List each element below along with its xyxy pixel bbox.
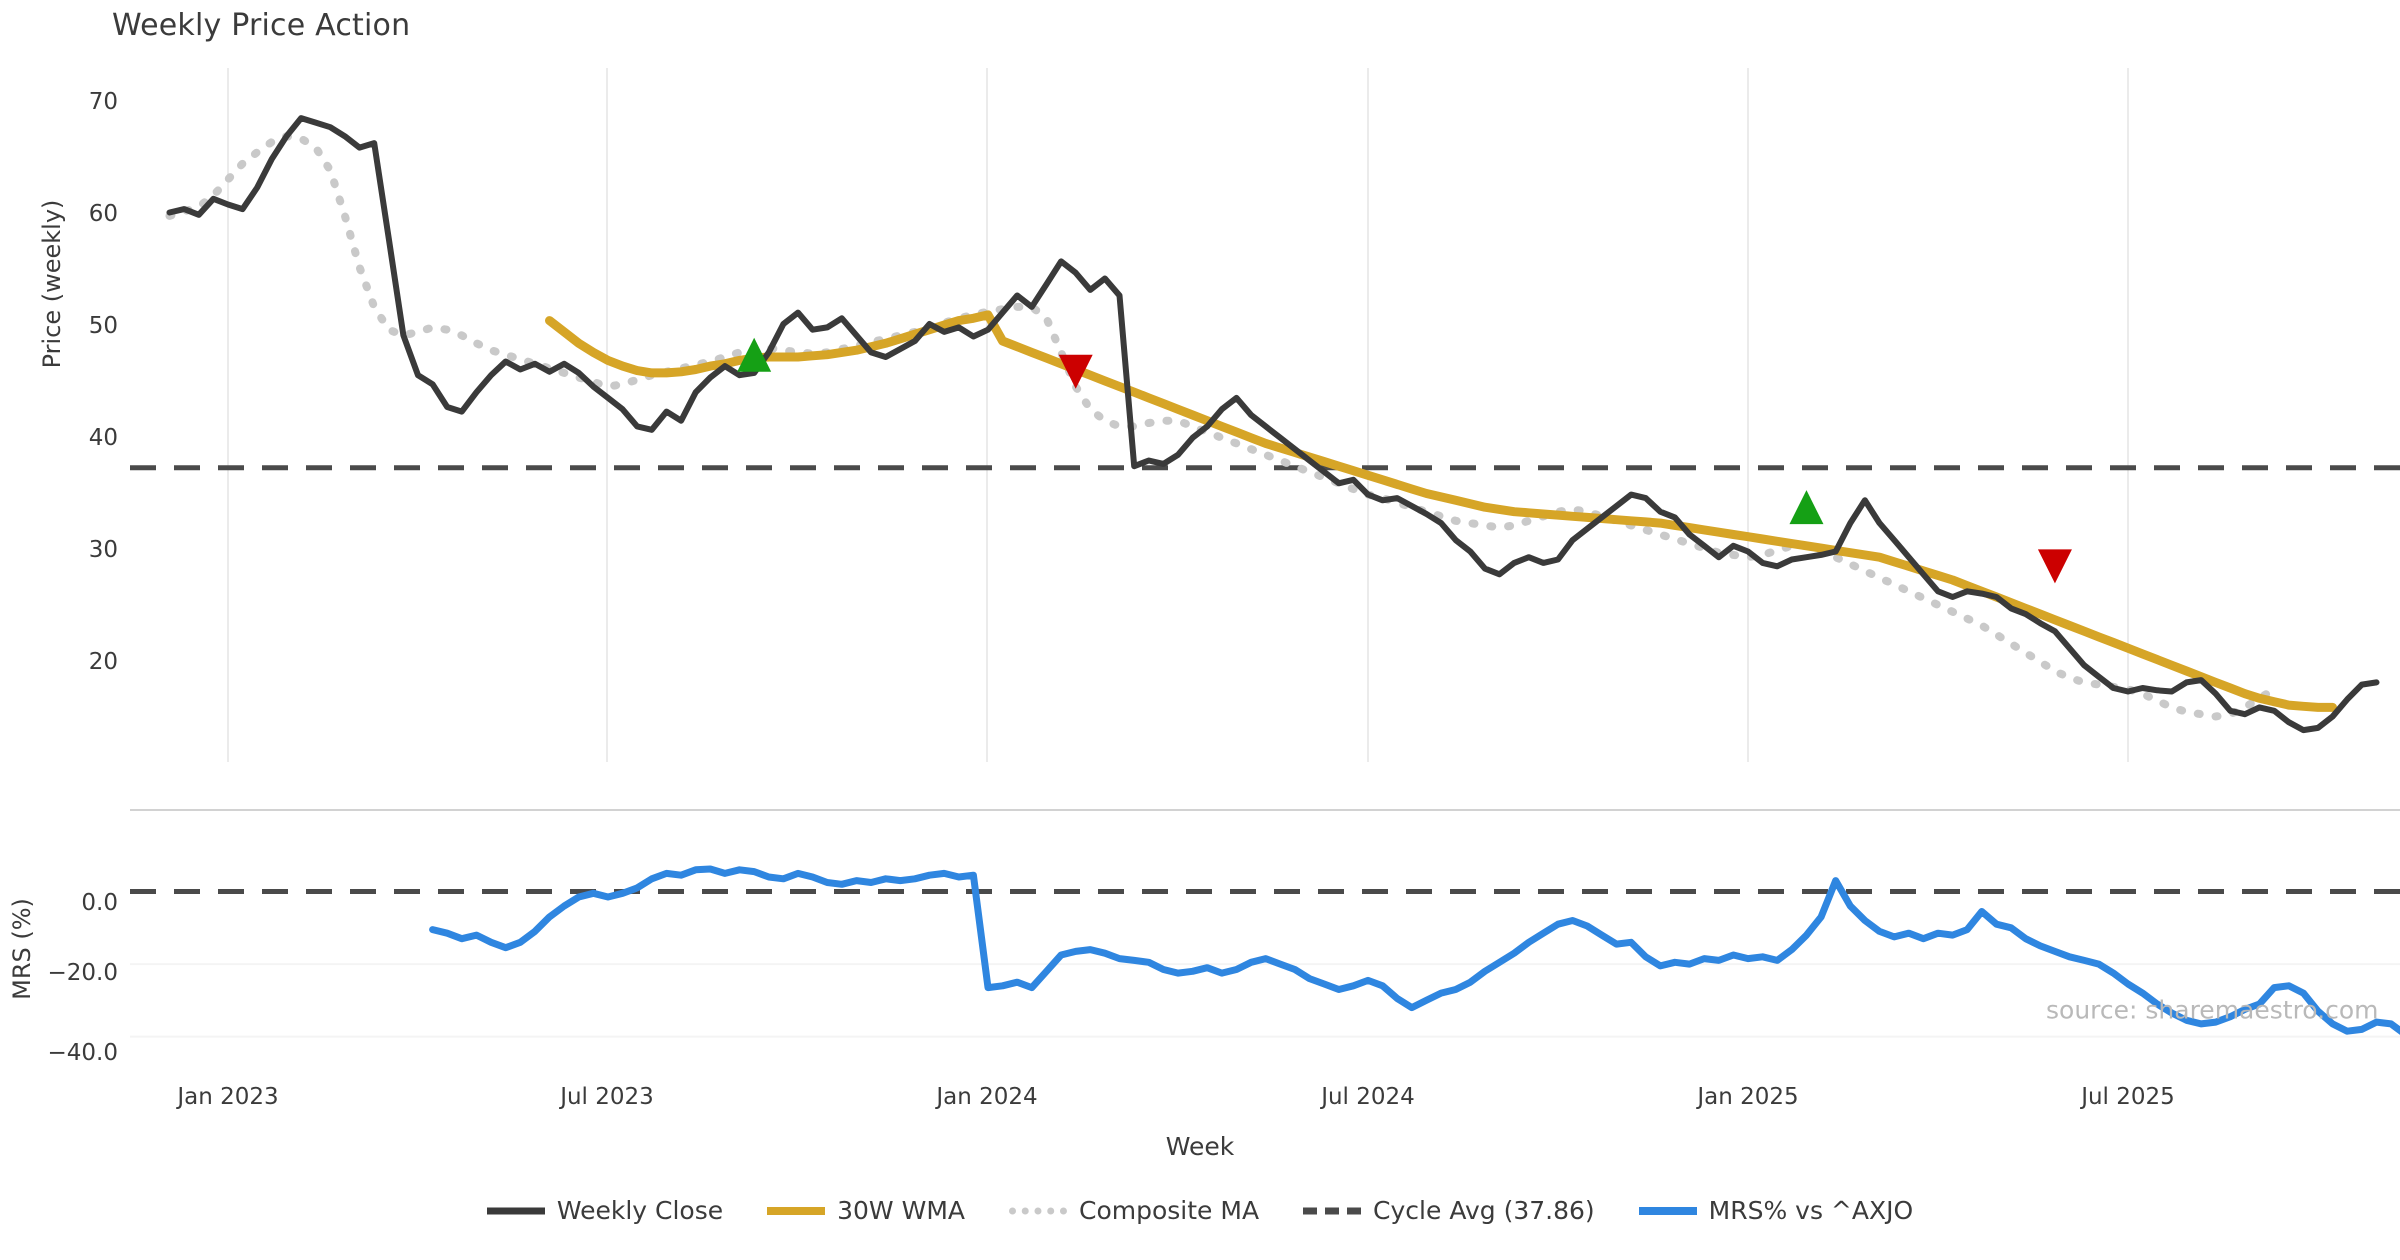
wma30-line: [545, 310, 2338, 712]
y-tick-mrs-0: 0.0: [81, 890, 118, 916]
x-tick-jul-2023: Jul 2023: [560, 1084, 654, 1110]
legend-label: Cycle Avg (37.86): [1373, 1196, 1595, 1225]
x-axis-label: Week: [1165, 1132, 1235, 1161]
x-tick-jan-2025: Jan 2025: [1697, 1084, 1799, 1110]
y-tick-price-60: 60: [88, 201, 118, 227]
y-tick-mrs-minus20: −20.0: [47, 960, 118, 986]
y-axis-label-mrs: MRS (%): [8, 898, 36, 1000]
legend-label: 30W WMA: [837, 1196, 965, 1225]
buy-signal-marker: [737, 337, 772, 372]
legend-item-mrs[interactable]: MRS% vs ^AXJO: [1638, 1196, 1914, 1225]
sell-signal-marker: [2037, 549, 2072, 584]
x-tick-jul-2024: Jul 2024: [1321, 1084, 1415, 1110]
y-tick-price-70: 70: [88, 89, 118, 115]
y-tick-price-50: 50: [88, 313, 118, 339]
legend-item-cycle-avg[interactable]: Cycle Avg (37.86): [1303, 1196, 1595, 1225]
y-tick-mrs-minus40: −40.0: [47, 1040, 118, 1066]
legend-label: MRS% vs ^AXJO: [1708, 1196, 1914, 1225]
y-tick-price-30: 30: [88, 537, 118, 563]
legend-label: Composite MA: [1079, 1196, 1260, 1225]
chart-legend: Weekly Close 30W WMA Composite MA Cycle …: [0, 1196, 2400, 1225]
buy-signal-marker: [1789, 490, 1824, 525]
composite-ma-line: [165, 132, 2279, 721]
price-panel-series: [130, 115, 2400, 734]
y-tick-price-40: 40: [88, 425, 118, 451]
legend-item-weekly-close[interactable]: Weekly Close: [486, 1196, 724, 1225]
x-tick-jan-2023: Jan 2023: [177, 1084, 279, 1110]
page-title: Weekly Price Action: [112, 8, 411, 43]
source-watermark: source: sharemaestro.com: [2046, 995, 2379, 1025]
weekly-close-line: [166, 115, 2380, 734]
legend-item-30w-wma[interactable]: 30W WMA: [767, 1196, 965, 1225]
y-tick-price-20: 20: [88, 649, 118, 675]
legend-item-composite-ma[interactable]: Composite MA: [1009, 1196, 1259, 1225]
sell-signal-marker: [1058, 354, 1093, 389]
legend-label: Weekly Close: [556, 1196, 724, 1225]
signal-markers: [737, 337, 2072, 584]
gridlines: [130, 68, 2400, 1038]
x-tick-jul-2025: Jul 2025: [2081, 1084, 2175, 1110]
x-tick-jan-2024: Jan 2024: [936, 1084, 1038, 1110]
